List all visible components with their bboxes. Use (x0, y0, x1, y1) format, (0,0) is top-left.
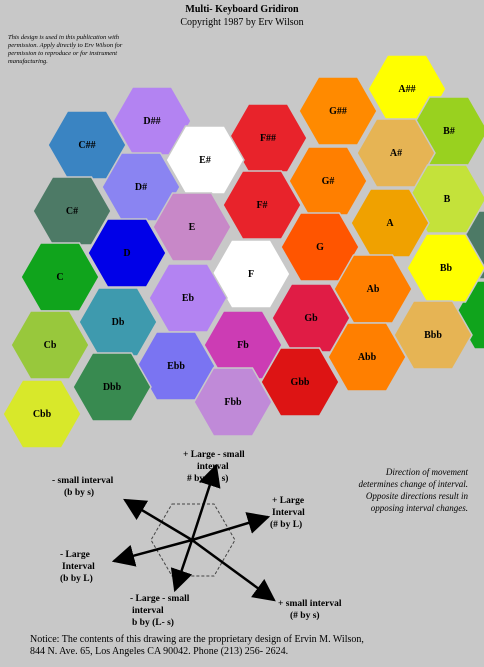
hex-label: Dbb (103, 382, 122, 393)
arrow-upper-left (123, 498, 193, 542)
hex-shape (152, 192, 232, 262)
hex-label: B (444, 194, 451, 205)
hex-label: C# (66, 206, 78, 217)
hex-label: Cbb (33, 409, 52, 420)
hex-label: A (386, 218, 394, 229)
hex-a-flat-flat: Abb (327, 322, 407, 392)
label-left-2: Interval (62, 562, 95, 572)
label-top-3: # by (L- s) (187, 473, 228, 484)
hex-shape (393, 300, 473, 370)
hex-shape (356, 118, 436, 188)
notice-line-1: Notice: The contents of this drawing are… (30, 634, 364, 645)
hex-label: F# (256, 200, 267, 211)
hex-shape (2, 379, 82, 449)
hex-label: Fbb (224, 397, 242, 408)
hex-label: D## (143, 116, 160, 127)
label-bottom-3: b by (L- s) (132, 617, 174, 628)
label-left: - Large (60, 550, 90, 560)
hex-label: F## (260, 133, 276, 144)
hex-shape (280, 212, 360, 282)
hex-label: Ab (367, 284, 380, 295)
hex-f: F (211, 239, 291, 309)
arrow-lower-right (191, 538, 276, 602)
arrow-top (190, 463, 221, 541)
label-right-3: (# by L) (270, 519, 302, 530)
label-right: + Large (272, 496, 304, 506)
arrow-left (111, 538, 193, 567)
hex-label: A## (398, 84, 415, 95)
direction-note: Direction of movement determines change … (358, 467, 468, 513)
hex-label: Db (112, 317, 125, 328)
label-upper-left: - small interval (52, 476, 114, 486)
label-bottom: - Large - small (130, 594, 190, 604)
arrow-right (191, 512, 271, 542)
hex-e: E (152, 192, 232, 262)
hex-label: Bb (440, 263, 453, 274)
hex-shape (136, 331, 216, 401)
label-top: + Large - small (183, 450, 245, 460)
hex-label: G## (329, 106, 347, 117)
label-lower-right: + small interval (278, 599, 342, 609)
hex-shape (10, 310, 90, 380)
hex-label: B# (443, 126, 455, 137)
hex-shape (87, 218, 167, 288)
hex-shape (211, 239, 291, 309)
hex-label: F (248, 269, 254, 280)
hex-label: Eb (182, 293, 195, 304)
hex-label: A# (390, 148, 402, 159)
hex-f-sharp: F# (222, 170, 302, 240)
hex-c-flat-flat: Cbb (2, 379, 82, 449)
label-top-2: interval (197, 462, 229, 472)
hex-shape (72, 352, 152, 422)
hex-label: Abb (358, 352, 377, 363)
hex-d-flat-flat: Dbb (72, 352, 152, 422)
hex-label: G# (322, 176, 335, 187)
hex-label: Bbb (424, 330, 442, 341)
hex-label: C## (78, 140, 95, 151)
hex-shape (298, 76, 378, 146)
hex-f-flat-flat: Fbb (193, 367, 273, 437)
hex-g-sharp-sharp: G## (298, 76, 378, 146)
label-upper-left-2: (b by s) (64, 487, 94, 498)
hex-label: D# (135, 182, 147, 193)
label-bottom-2: interval (132, 606, 164, 616)
arrow-bottom (170, 539, 194, 593)
hex-shape (407, 164, 484, 234)
hex-g: G (280, 212, 360, 282)
permission-note: This design is used in this publication … (8, 34, 123, 65)
hex-shape (193, 367, 273, 437)
hex-label: C (56, 272, 63, 283)
hex-shape (260, 347, 340, 417)
hex-a-sharp: A# (356, 118, 436, 188)
hex-label: Ebb (167, 361, 185, 372)
hex-d: D (87, 218, 167, 288)
hex-e-flat-flat: Ebb (136, 331, 216, 401)
hex-label: Fb (237, 340, 249, 351)
proprietary-notice: Notice: The contents of this drawing are… (30, 634, 470, 658)
copyright-line: Copyright 1987 by Erv Wilson (180, 17, 304, 28)
hex-b: B (407, 164, 484, 234)
hex-label: E (189, 222, 196, 233)
hex-shape (327, 322, 407, 392)
hex-label: D (123, 248, 130, 259)
reference-hexagon (150, 503, 236, 577)
hex-label: E# (199, 155, 211, 166)
notice-line-2: 844 N. Ave. 65, Los Angeles CA 90042. Ph… (30, 646, 289, 657)
hex-c-flat: Cb (10, 310, 90, 380)
hex-g-flat-flat: Gbb (260, 347, 340, 417)
label-right-2: Interval (272, 508, 305, 518)
hex-label: Gbb (291, 377, 310, 388)
label-lower-right-2: (# by s) (290, 610, 320, 621)
page-title: Multi- Keyboard Gridiron (185, 4, 299, 15)
hex-label: Gb (304, 313, 318, 324)
hex-shape (222, 170, 302, 240)
hex-b-flat-flat: Bbb (393, 300, 473, 370)
hex-label: Cb (44, 340, 57, 351)
hex-label: G (316, 242, 324, 253)
label-left-3: (b by L) (60, 573, 93, 584)
